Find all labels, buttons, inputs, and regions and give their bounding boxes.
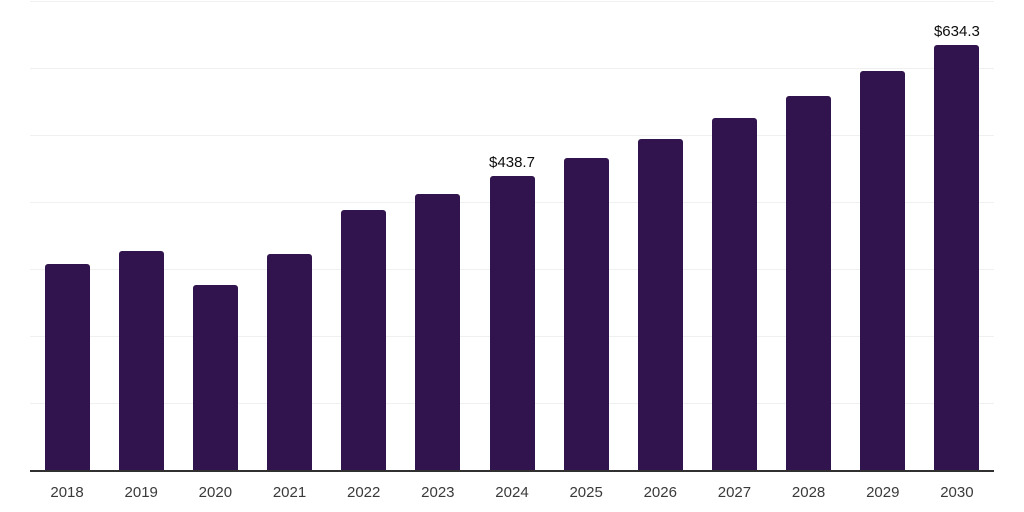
x-tick-label-2020: 2020 — [198, 484, 233, 501]
x-tick-label-2028: 2028 — [791, 484, 826, 501]
bar-2018 — [44, 263, 90, 470]
bar-2021 — [267, 254, 313, 470]
bar-2026 — [637, 138, 683, 470]
x-tick-label-2030: 2030 — [940, 484, 974, 501]
plot-area: $438.7 $634.3 — [30, 1, 994, 470]
x-tick-label-2029: 2029 — [866, 484, 900, 501]
x-axis-tick-labels: 2018 2019 2020 2021 2022 2023 2024 2025 2026 2027… — [30, 484, 994, 502]
bar-2019 — [118, 251, 164, 470]
x-axis-line — [30, 470, 994, 472]
bar-2030 — [934, 45, 980, 470]
x-tick-label-2018: 2018 — [50, 484, 84, 501]
bar-2028 — [786, 95, 832, 470]
bar-2024 — [489, 176, 535, 470]
gridline — [30, 68, 994, 69]
x-tick-label-2023: 2023 — [421, 484, 455, 501]
x-tick-label-2024: 2024 — [495, 484, 529, 501]
bar-2027 — [711, 117, 757, 470]
x-tick-label-2026: 2026 — [643, 484, 677, 501]
x-tick-label-2027: 2027 — [717, 484, 752, 501]
bar-value-label-2024: $438.7 — [489, 154, 535, 172]
x-tick-label-2021: 2021 — [272, 484, 307, 501]
gridline — [30, 1, 994, 2]
x-tick-label-2022: 2022 — [346, 484, 381, 501]
x-tick-label-2019: 2019 — [124, 484, 158, 501]
bar-2029 — [860, 71, 906, 470]
bar-value-label-2030: $634.3 — [933, 23, 980, 41]
gridline — [30, 135, 994, 136]
bar-2025 — [563, 157, 609, 470]
bar-2023 — [415, 193, 461, 470]
x-tick-label-2025: 2025 — [569, 484, 603, 501]
bar-2022 — [341, 210, 387, 470]
bar-2020 — [192, 284, 238, 470]
